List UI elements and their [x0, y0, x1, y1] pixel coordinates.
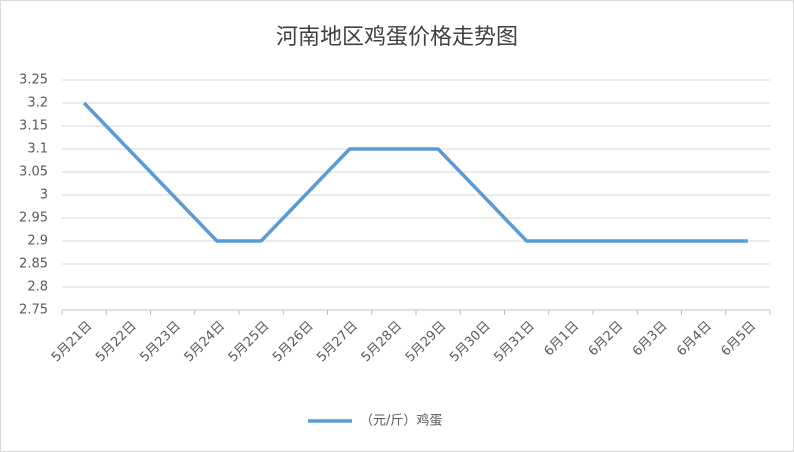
y-tick-label: 3.1 [27, 142, 48, 157]
y-tick-label: 3 [40, 188, 48, 203]
y-tick-label: 2.8 [27, 280, 48, 295]
y-tick-label: 3.25 [19, 73, 48, 88]
y-tick-label: 2.95 [19, 211, 48, 226]
legend-label: （元/斤）鸡蛋 [360, 413, 442, 429]
y-tick-label: 3.15 [19, 119, 48, 134]
y-tick-label: 3.2 [27, 96, 48, 111]
y-tick-label: 2.85 [19, 257, 48, 272]
line-series [82, 101, 748, 243]
y-tick-label: 3.05 [19, 165, 48, 180]
y-tick-label: 2.9 [27, 234, 48, 249]
chart-title: 河南地区鸡蛋价格走势图 [276, 25, 518, 50]
y-tick-label: 2.75 [19, 303, 48, 318]
